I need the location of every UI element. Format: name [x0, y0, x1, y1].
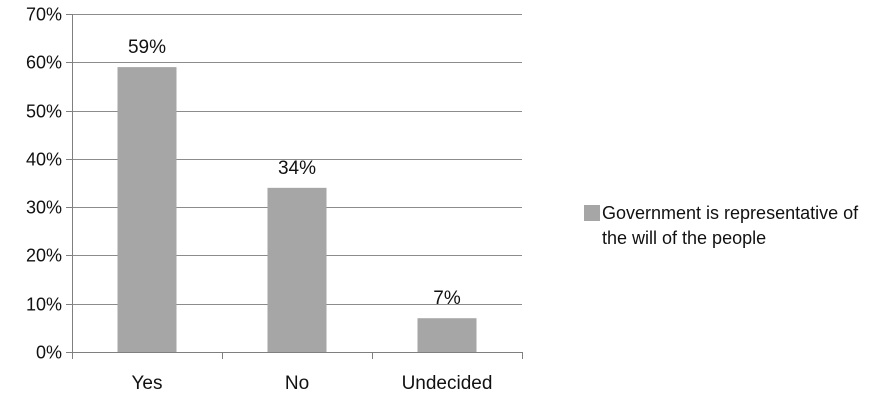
- bar-yes: [117, 67, 177, 352]
- x-category-label: No: [285, 373, 309, 394]
- y-tick-label: 40%: [26, 150, 62, 170]
- y-axis-tick-labels: 0% 10% 20% 30% 40% 50% 60% 70%: [26, 5, 62, 363]
- bar-no: [267, 187, 327, 352]
- legend-label: Government is representative of the will…: [602, 203, 859, 248]
- y-tick-label: 70%: [26, 5, 62, 25]
- y-tick-label: 60%: [26, 53, 62, 73]
- y-tick-label: 10%: [26, 295, 62, 315]
- data-label: 34%: [278, 158, 316, 179]
- y-tick-label: 50%: [26, 102, 62, 122]
- data-labels: 59% 34% 7%: [128, 37, 461, 309]
- bar-undecided: [417, 318, 477, 352]
- legend-swatch: [584, 205, 600, 221]
- axes: [66, 14, 523, 359]
- x-category-label: Undecided: [402, 373, 493, 394]
- y-tick-label: 0%: [36, 343, 62, 363]
- y-tick-label: 20%: [26, 246, 62, 266]
- bars: [117, 67, 477, 352]
- x-axis-category-labels: Yes No Undecided: [132, 373, 493, 394]
- legend: Government is representative of the will…: [584, 201, 870, 251]
- x-category-label: Yes: [132, 373, 163, 394]
- data-label: 7%: [433, 288, 461, 309]
- y-tick-label: 30%: [26, 198, 62, 218]
- data-label: 59%: [128, 37, 166, 58]
